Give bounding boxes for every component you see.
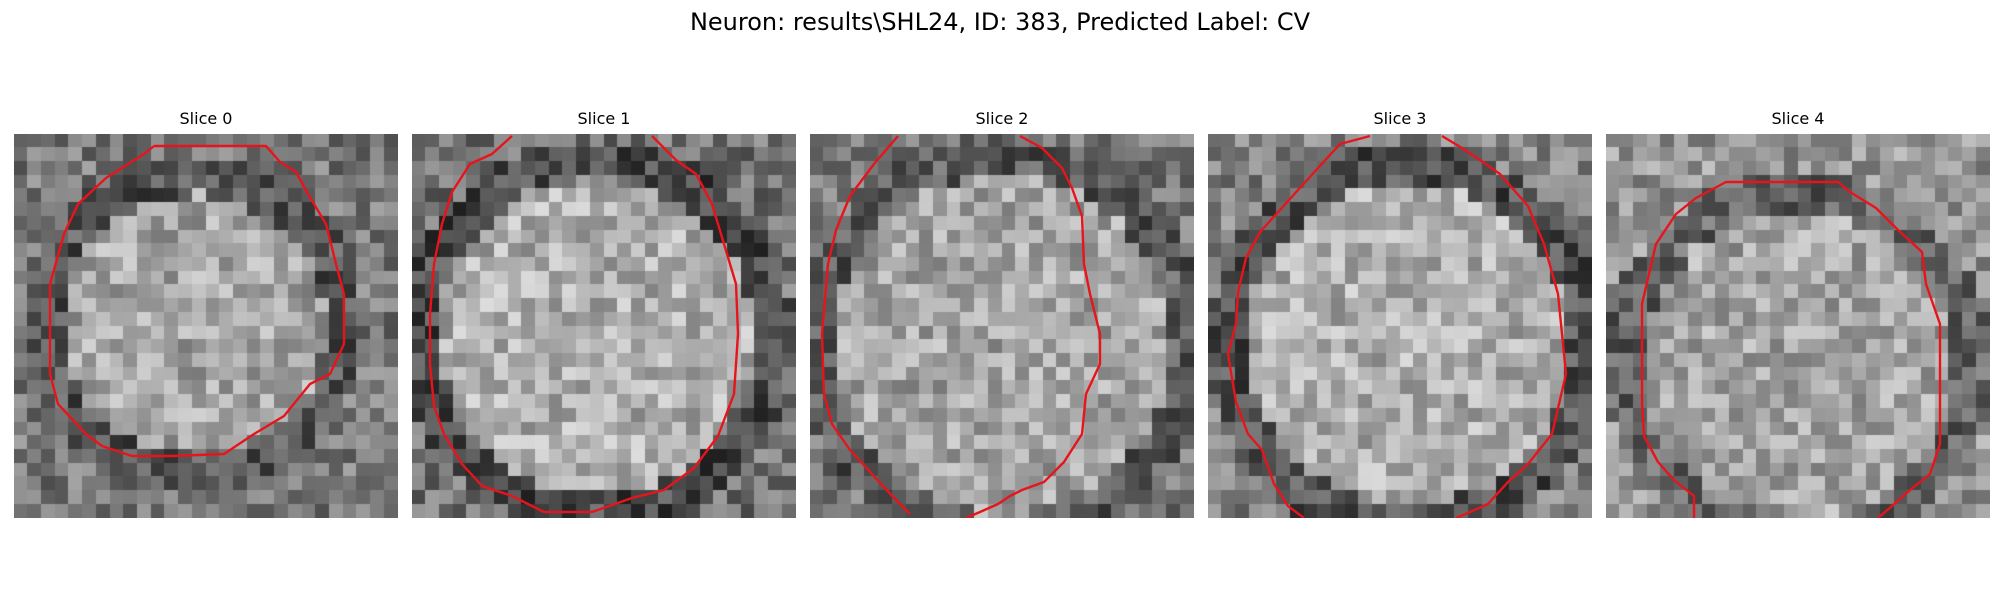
slice-title: Slice 2 (975, 109, 1029, 128)
slice-panel-2: Slice 2 (810, 108, 1194, 518)
slice-title: Slice 3 (1373, 109, 1427, 128)
segmentation-contour (48, 144, 346, 458)
slice-panel-1: Slice 1 (412, 108, 796, 518)
segmentation-contour (820, 134, 1102, 518)
slice-title: Slice 4 (1771, 109, 1825, 128)
segmentation-contour (1226, 134, 1568, 518)
microscopy-image (1208, 134, 1592, 518)
segmentation-contour (1640, 180, 1942, 518)
segmentation-contour (428, 135, 740, 514)
microscopy-image (412, 134, 796, 518)
slice-panel-4: Slice 4 (1606, 108, 1990, 518)
slice-title: Slice 1 (577, 109, 631, 128)
microscopy-image (1606, 134, 1990, 518)
slice-panel-3: Slice 3 (1208, 108, 1592, 518)
microscopy-image (810, 134, 1194, 518)
figure-title: Neuron: results\SHL24, ID: 383, Predicte… (689, 8, 1311, 36)
slice-panel-0: Slice 0 (14, 108, 398, 518)
slice-title: Slice 0 (179, 109, 233, 128)
